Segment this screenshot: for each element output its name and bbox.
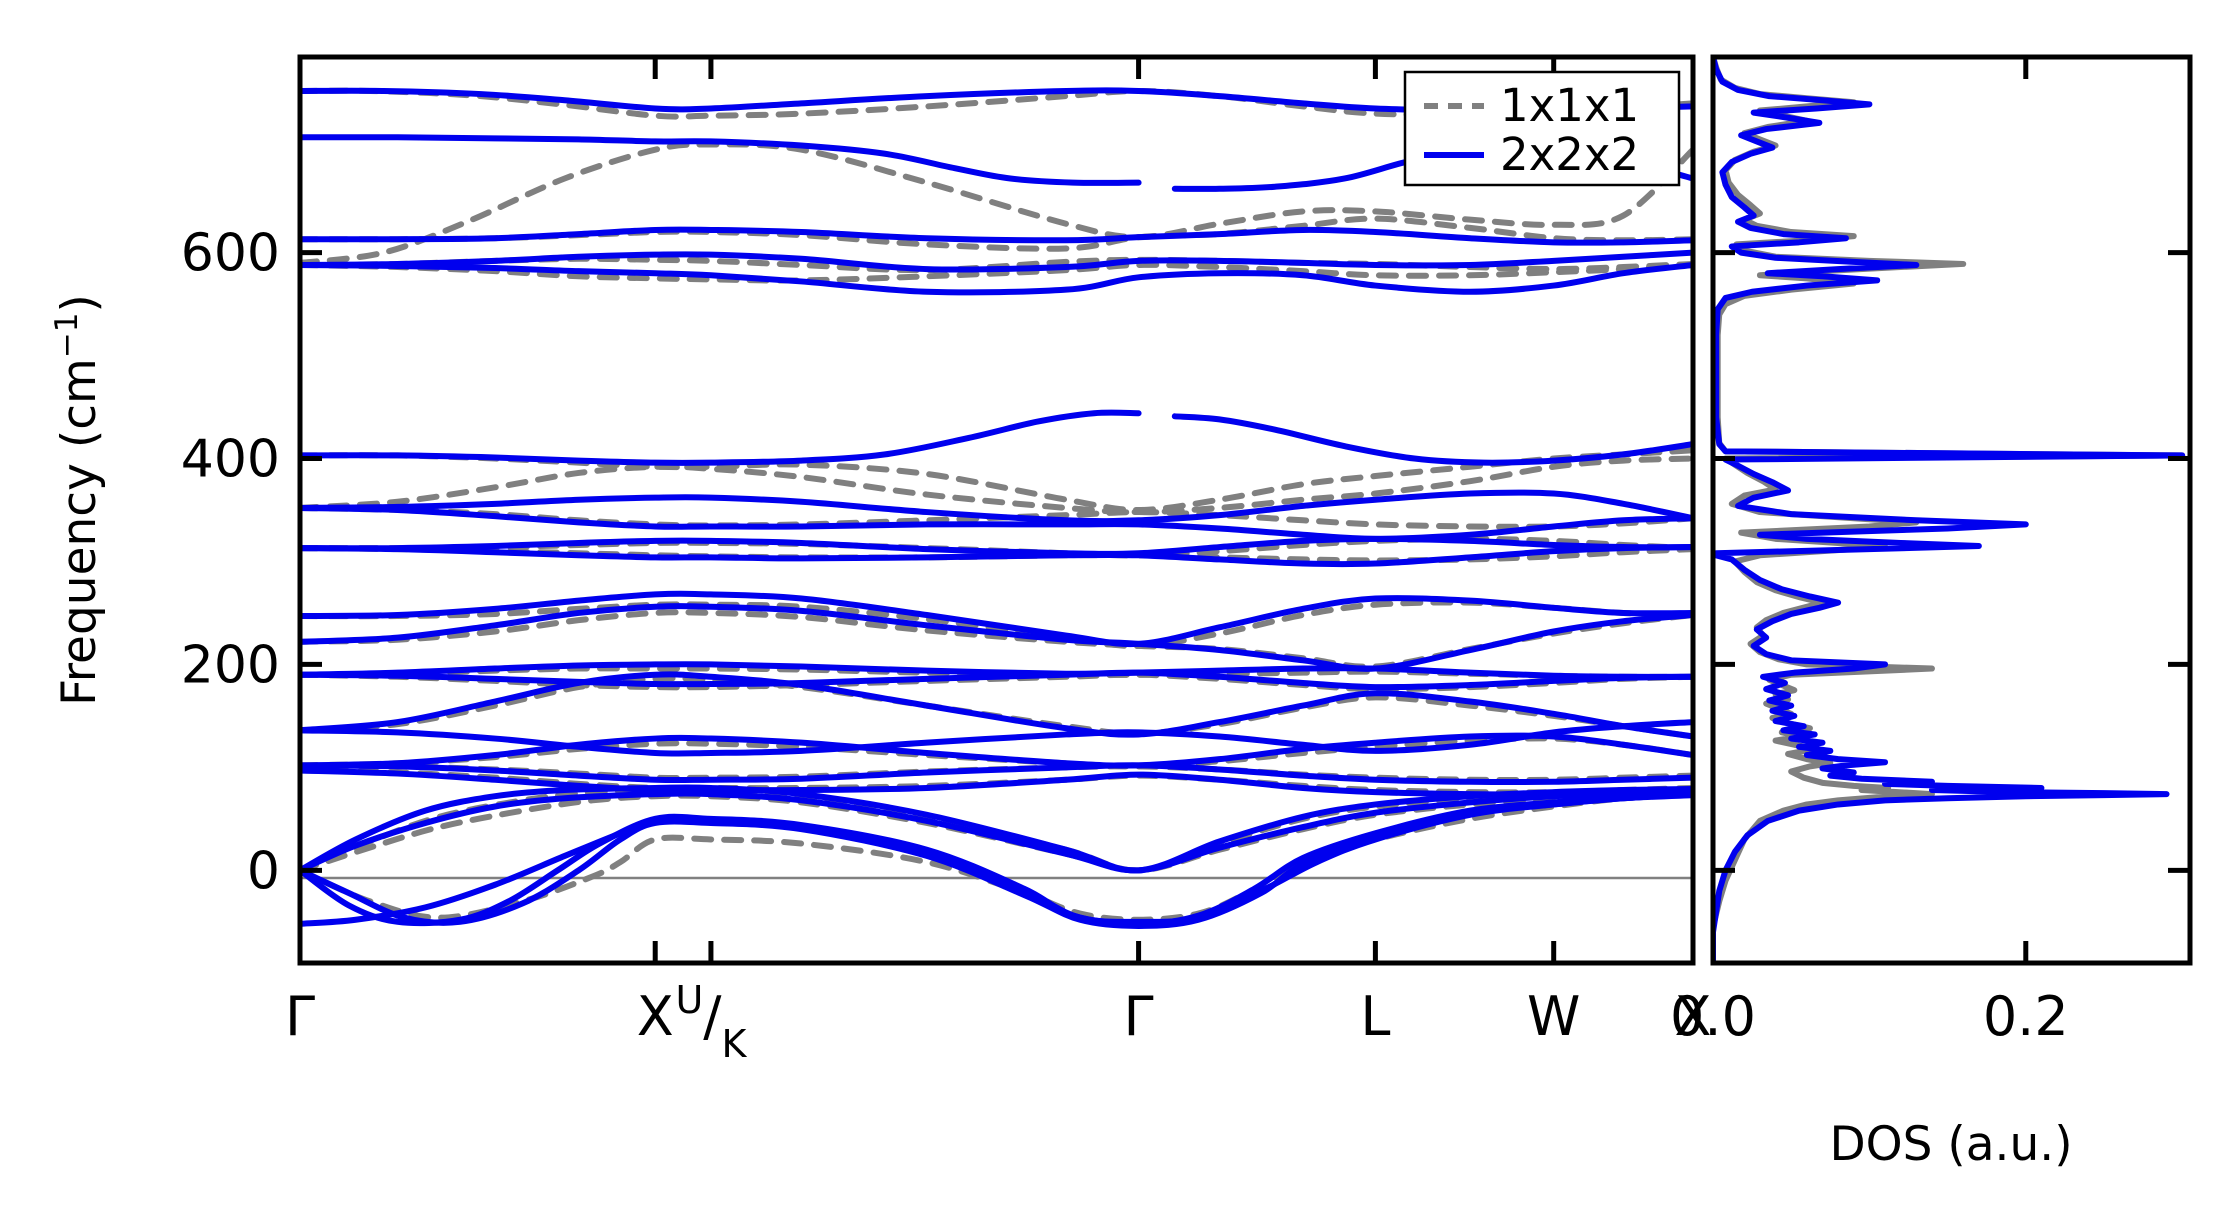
dos-curve	[1713, 57, 2186, 963]
band-x-tick-label: X	[1675, 985, 1712, 1048]
legend-entry-1x1x1[interactable]: 1x1x1	[1424, 79, 1639, 132]
band-curve	[300, 134, 1142, 186]
dos-curve	[1713, 57, 2186, 963]
band-curve	[300, 455, 1693, 516]
dos-x-tick-label: 0.2	[1983, 985, 2069, 1048]
band-curve	[300, 489, 1693, 525]
band-curve	[300, 732, 1693, 769]
band-curve	[300, 141, 1693, 266]
band-curve	[300, 215, 1693, 252]
band-curve	[300, 249, 1693, 273]
band-y-tick-label: 400	[181, 430, 280, 490]
band-y-tick-label: 0	[247, 841, 280, 901]
dos-x-tick-label: 0.0	[1670, 985, 1756, 1048]
band-y-tick-label: 600	[181, 224, 280, 284]
y-axis-label-group: Frequency (cm−1)	[49, 294, 107, 706]
band-x-tick-label: Γ	[285, 985, 315, 1048]
dos-series-2x2x2	[1713, 57, 2186, 963]
band-x-tick-label: Γ	[1124, 985, 1154, 1048]
band-curve	[300, 792, 1693, 927]
band-y-tick-label: 200	[181, 635, 280, 695]
band-y-ticks: 0 200 400 600	[181, 224, 322, 901]
band-panel-frame	[297, 54, 1696, 966]
dos-panel-frame	[1710, 54, 2193, 966]
band-x-tick-label: L	[1360, 985, 1390, 1048]
band-curve	[300, 544, 1693, 568]
band-x-tick-labels: Γ X U/K Γ L W X	[285, 978, 1712, 1066]
dos-x-tick-labels: 0.0 0.2	[1670, 985, 2069, 1048]
band-x-tick-label: X	[637, 985, 674, 1048]
band-x-ticks	[297, 57, 1696, 963]
band-curve	[300, 261, 1693, 296]
band-curve	[300, 669, 1693, 691]
dos-y-ticks	[1713, 250, 2190, 873]
legend-label-1x1x1: 1x1x1	[1500, 79, 1639, 132]
dos-panel: 0.0 0.2 DOS (a.u.)	[1670, 54, 2193, 1172]
legend-box	[1403, 70, 1681, 187]
band-curve	[1171, 413, 1693, 466]
legend[interactable]: 1x1x1 2x2x2	[1403, 70, 1681, 187]
band-curve	[300, 226, 1693, 246]
legend-label-2x2x2: 2x2x2	[1500, 128, 1639, 181]
dos-axis-label: DOS (a.u.)	[1829, 1117, 2072, 1172]
band-x-tick-label: W	[1527, 985, 1580, 1048]
band-curve	[300, 409, 1142, 466]
dos-x-ticks	[1710, 57, 2029, 963]
band-curve	[300, 261, 1693, 284]
y-axis-label: Frequency (cm−1)	[49, 294, 107, 706]
band-curve	[300, 719, 1693, 757]
band-curve	[300, 784, 1693, 874]
band-curve	[300, 603, 1693, 672]
band-x-tick-label: U/K	[675, 978, 747, 1066]
band-curve	[300, 789, 1693, 874]
band-curve	[300, 504, 1693, 542]
band-curve	[300, 762, 1693, 786]
band-curve	[300, 590, 1693, 648]
dos-series-1x1x1	[1713, 57, 2186, 963]
legend-entry-2x2x2[interactable]: 2x2x2	[1424, 128, 1639, 181]
band-series-2x2x2	[300, 87, 1693, 929]
band-curve	[300, 671, 1693, 740]
